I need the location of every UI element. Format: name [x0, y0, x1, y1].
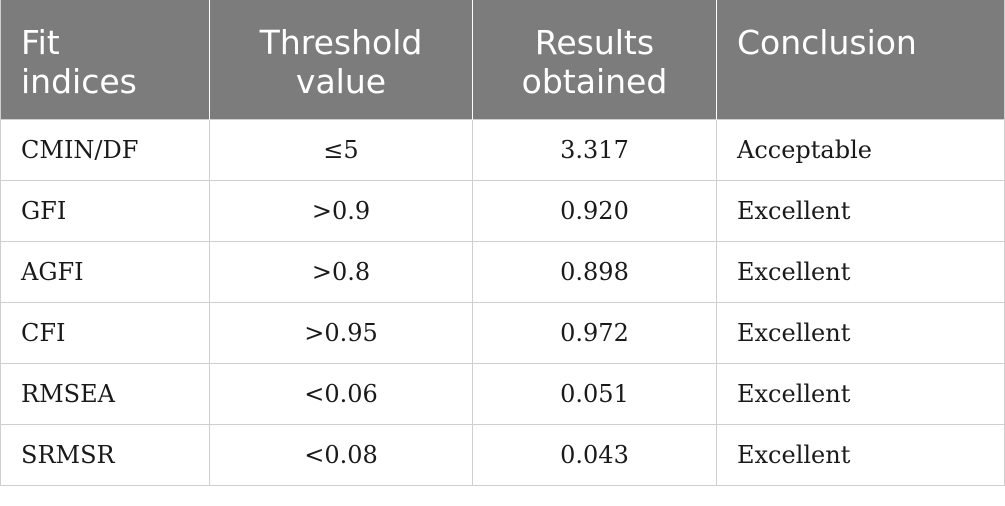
- header-threshold-value: Threshold value: [209, 0, 473, 119]
- cell-threshold: >0.8: [209, 240, 473, 302]
- cell-result: 0.043: [472, 423, 717, 485]
- header-threshold-line1: Threshold: [259, 23, 423, 62]
- cell-fit-index: RMSEA: [0, 362, 210, 424]
- cell-threshold: >0.9: [209, 179, 473, 241]
- fit-indices-table: Fit indices Threshold value Results obta…: [0, 0, 1005, 486]
- header-results-obtained: Results obtained: [472, 0, 717, 119]
- cell-conclusion: Excellent: [716, 301, 1005, 363]
- cell-threshold: <0.08: [209, 423, 473, 485]
- header-fit-indices-line1: Fit: [21, 23, 60, 62]
- cell-result: 0.972: [472, 301, 717, 363]
- cell-threshold: >0.95: [209, 301, 473, 363]
- table-row: CMIN/DF ≤5 3.317 Acceptable: [0, 118, 1005, 180]
- header-results-line1: Results: [534, 23, 655, 62]
- header-threshold-line2: value: [295, 62, 387, 101]
- table-row: GFI >0.9 0.920 Excellent: [0, 179, 1005, 241]
- cell-result: 0.051: [472, 362, 717, 424]
- header-fit-indices: Fit indices: [0, 0, 210, 119]
- cell-conclusion: Excellent: [716, 423, 1005, 485]
- header-results-line2: obtained: [521, 62, 668, 101]
- header-row: Fit indices Threshold value Results obta…: [0, 0, 1005, 119]
- cell-fit-index: GFI: [0, 179, 210, 241]
- cell-threshold: ≤5: [209, 118, 473, 180]
- table-row: AGFI >0.8 0.898 Excellent: [0, 240, 1005, 302]
- cell-result: 0.920: [472, 179, 717, 241]
- header-conclusion-line1: Conclusion: [737, 23, 917, 62]
- cell-threshold: <0.06: [209, 362, 473, 424]
- cell-result: 3.317: [472, 118, 717, 180]
- cell-fit-index: CMIN/DF: [0, 118, 210, 180]
- table-header: Fit indices Threshold value Results obta…: [0, 0, 1005, 119]
- cell-fit-index: CFI: [0, 301, 210, 363]
- cell-conclusion: Excellent: [716, 362, 1005, 424]
- table-row: RMSEA <0.06 0.051 Excellent: [0, 362, 1005, 424]
- cell-conclusion: Acceptable: [716, 118, 1005, 180]
- table-body: CMIN/DF ≤5 3.317 Acceptable GFI >0.9 0.9…: [0, 118, 1005, 485]
- cell-fit-index: SRMSR: [0, 423, 210, 485]
- cell-conclusion: Excellent: [716, 179, 1005, 241]
- cell-conclusion: Excellent: [716, 240, 1005, 302]
- cell-result: 0.898: [472, 240, 717, 302]
- header-conclusion: Conclusion: [717, 0, 1005, 119]
- header-fit-indices-line2: indices: [21, 62, 137, 101]
- table-row: CFI >0.95 0.972 Excellent: [0, 301, 1005, 363]
- cell-fit-index: AGFI: [0, 240, 210, 302]
- table-row: SRMSR <0.08 0.043 Excellent: [0, 423, 1005, 485]
